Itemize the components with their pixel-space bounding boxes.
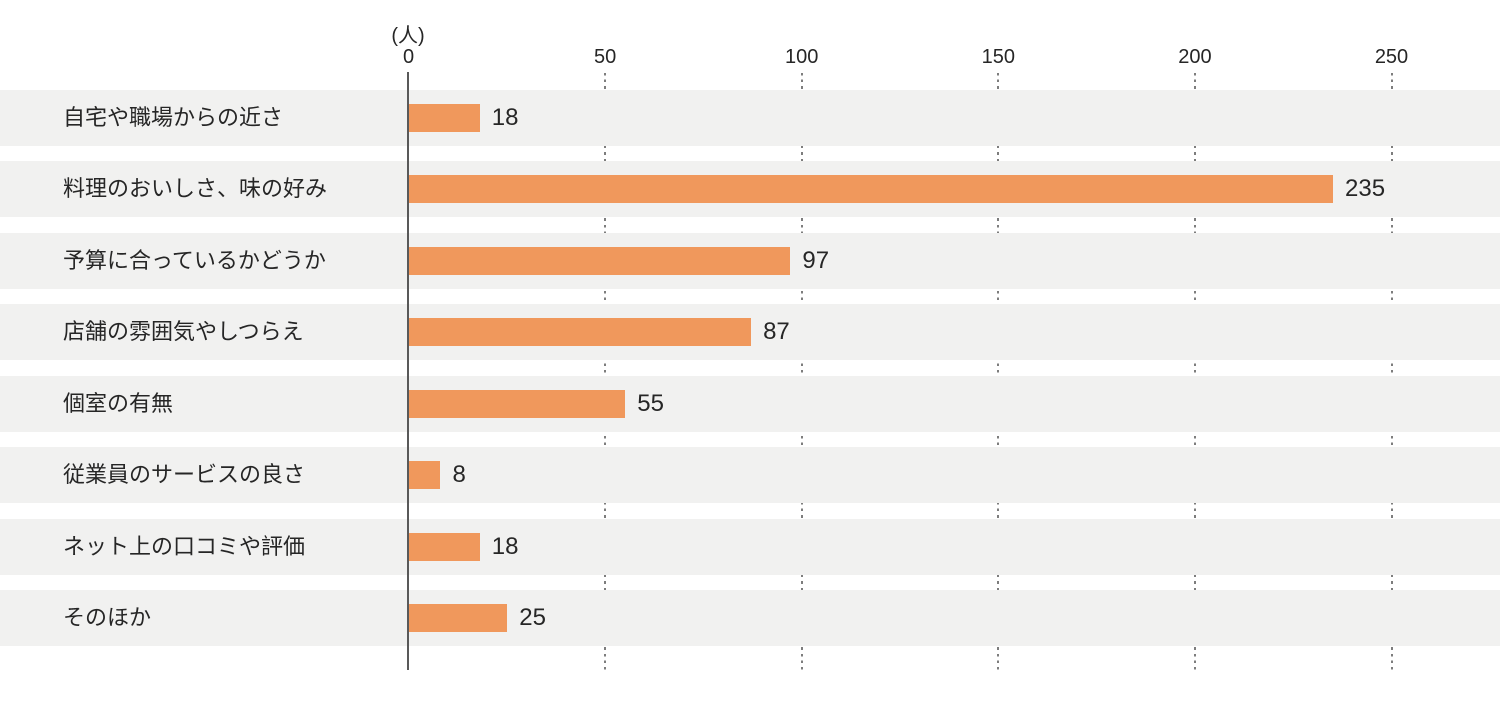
category-label: 従業員のサービスの良さ	[63, 462, 306, 488]
value-label: 235	[1345, 175, 1386, 203]
x-tick-label: 50	[593, 46, 617, 68]
dotted-gridline	[997, 73, 1000, 671]
bar	[409, 389, 626, 418]
bar	[409, 175, 1334, 204]
dotted-gridline	[1193, 73, 1196, 671]
category-label: 店舗の雰囲気やしつらえ	[63, 319, 304, 345]
bar	[409, 604, 508, 632]
bar	[409, 246, 791, 275]
dotted-gridline	[1390, 73, 1393, 671]
bar	[409, 104, 480, 132]
x-tick-label: 250	[1374, 46, 1409, 68]
category-label: 個室の有無	[63, 390, 174, 416]
row-band	[0, 447, 1500, 504]
row-band	[0, 590, 1500, 646]
bar	[409, 461, 441, 490]
value-label: 87	[763, 318, 790, 346]
category-label: ネット上の口コミや評価	[63, 533, 306, 559]
x-tick-label: 0	[402, 46, 415, 68]
y-axis-line	[407, 72, 409, 670]
x-tick-label: 150	[981, 46, 1015, 68]
value-label: 55	[637, 389, 664, 417]
value-label: 18	[491, 532, 519, 560]
axis-unit-label: (人)	[391, 25, 425, 47]
category-label: 料理のおいしさ、味の好み	[63, 176, 328, 202]
value-label: 25	[519, 604, 546, 631]
dotted-gridline	[604, 73, 607, 671]
value-label: 97	[802, 246, 830, 274]
bar	[409, 532, 480, 561]
category-label: そのほか	[63, 605, 152, 630]
value-label: 8	[452, 461, 466, 489]
x-tick-label: 200	[1178, 46, 1212, 68]
bar	[409, 318, 752, 347]
dotted-gridline	[800, 73, 803, 671]
row-band	[0, 90, 1500, 146]
category-label: 予算に合っているかどうか	[63, 247, 326, 273]
value-label: 18	[491, 104, 519, 131]
row-band	[0, 518, 1500, 575]
x-tick-label: 100	[785, 46, 819, 68]
category-label: 自宅や職場からの近さ	[63, 105, 284, 130]
row-band	[0, 375, 1500, 432]
